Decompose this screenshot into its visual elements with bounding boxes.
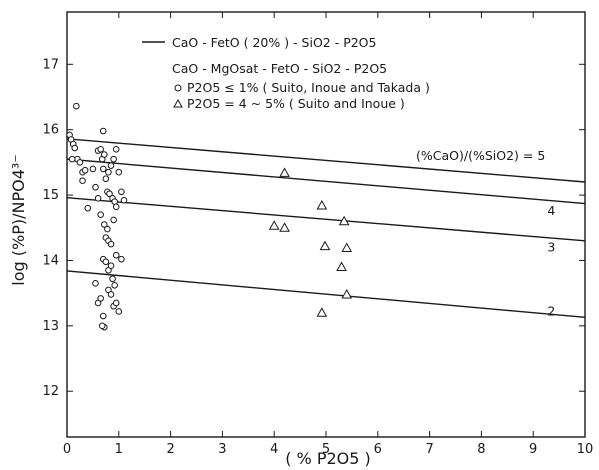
x-tick-label: 0 [63, 442, 71, 457]
triangle-point [341, 288, 353, 299]
circle-point [115, 308, 123, 315]
x-tick-label: 8 [477, 442, 485, 457]
ratio-annotation: (%CaO)/(%SiO2) = 5 [416, 148, 545, 163]
y-tick-label: 14 [42, 253, 59, 268]
fit-line-label-2: 2 [547, 303, 555, 318]
circle-point [97, 211, 104, 218]
circle-point [68, 155, 76, 163]
circle-point [97, 146, 104, 153]
x-tick-label: 10 [577, 442, 594, 457]
fit-line-label-4: 4 [547, 203, 555, 218]
circle-point [99, 165, 107, 173]
triangle-point [279, 167, 290, 177]
circle-point [111, 282, 118, 289]
circle-point [99, 312, 107, 320]
circle-point [120, 197, 128, 204]
x-tick-label: 3 [218, 442, 226, 457]
legend-triangle-entry: P2O5 = 4 ~ 5% ( Suito and Inoue ) [187, 96, 405, 111]
x-tick-label: 6 [374, 442, 382, 457]
x-tick-label: 9 [529, 442, 537, 457]
circle-point [112, 203, 120, 211]
legend-circle-entry: P2O5 ≤ 1% ( Suito, Inoue and Takada ) [187, 80, 430, 95]
circle-point [112, 146, 120, 153]
circle-point [104, 225, 111, 233]
fit-line-5 [66, 138, 586, 183]
circle-point [110, 155, 117, 163]
circle-point [115, 168, 123, 176]
y-axis-label: log (%P)/NPO4³⁻ [9, 154, 28, 285]
fit-line-2 [66, 270, 586, 319]
circle-point [102, 258, 110, 266]
circle-point [100, 151, 108, 158]
y-tick-label: 15 [42, 188, 59, 203]
circle-point [107, 262, 115, 269]
circle-point [79, 177, 86, 184]
x-tick-label: 7 [425, 442, 433, 457]
data-markers [66, 102, 353, 331]
fit-lines: 4 3 2 [66, 138, 586, 319]
circle-point [71, 144, 79, 152]
circle-point [81, 166, 89, 174]
legend-triangle-swatch [173, 98, 183, 108]
circle-point [112, 299, 120, 307]
circle-point [107, 291, 115, 298]
x-axis-label: ( % P2O5 ) [285, 449, 371, 468]
circle-point [102, 175, 110, 183]
circle-point [73, 102, 80, 110]
circle-point [112, 251, 120, 259]
circle-point [97, 295, 104, 302]
circle-point [92, 183, 99, 191]
triangle-point [338, 215, 350, 226]
x-tick-label: 1 [115, 442, 123, 457]
fit-line-4 [66, 158, 586, 205]
triangle-point [316, 307, 328, 317]
x-tick-label: 4 [270, 442, 278, 457]
circle-point [89, 165, 97, 173]
x-tick-label: 5 [322, 442, 330, 457]
circle-point [92, 280, 99, 287]
circle-point [118, 188, 125, 196]
y-tick-label: 12 [42, 384, 59, 399]
y-tick-label: 17 [42, 57, 59, 72]
circle-point [98, 322, 106, 330]
fit-line-label-3: 3 [547, 239, 555, 254]
triangle-point [336, 261, 347, 271]
legend-group-title: CaO - MgOsat - FetO - SiO2 - P2O5 [172, 61, 387, 76]
legend-line-entry: CaO - FetO ( 20% ) - SiO2 - P2O5 [172, 35, 376, 50]
circle-point [84, 204, 92, 212]
circle-point [94, 195, 102, 202]
triangle-point [319, 240, 331, 251]
circle-point [100, 221, 108, 228]
triangle-point [279, 222, 290, 232]
circle-point [107, 162, 115, 169]
triangle-point [341, 242, 353, 253]
triangle-point [316, 200, 328, 210]
circle-point [106, 190, 113, 198]
circle-point [76, 159, 84, 166]
circle-point [109, 275, 116, 283]
circle-point [99, 127, 107, 135]
y-tick-label: 16 [42, 123, 59, 138]
legend-circle-swatch [174, 84, 182, 92]
triangle-point [268, 220, 280, 230]
circle-point [118, 255, 125, 263]
legend: CaO - FetO ( 20% ) - SiO2 - P2O5 CaO - M… [142, 35, 430, 111]
circle-point [110, 216, 117, 224]
circle-point [107, 240, 115, 248]
x-tick-label: 2 [166, 442, 174, 457]
y-tick-label: 13 [42, 319, 59, 334]
circle-point [105, 168, 112, 176]
fit-line-3 [66, 196, 586, 242]
